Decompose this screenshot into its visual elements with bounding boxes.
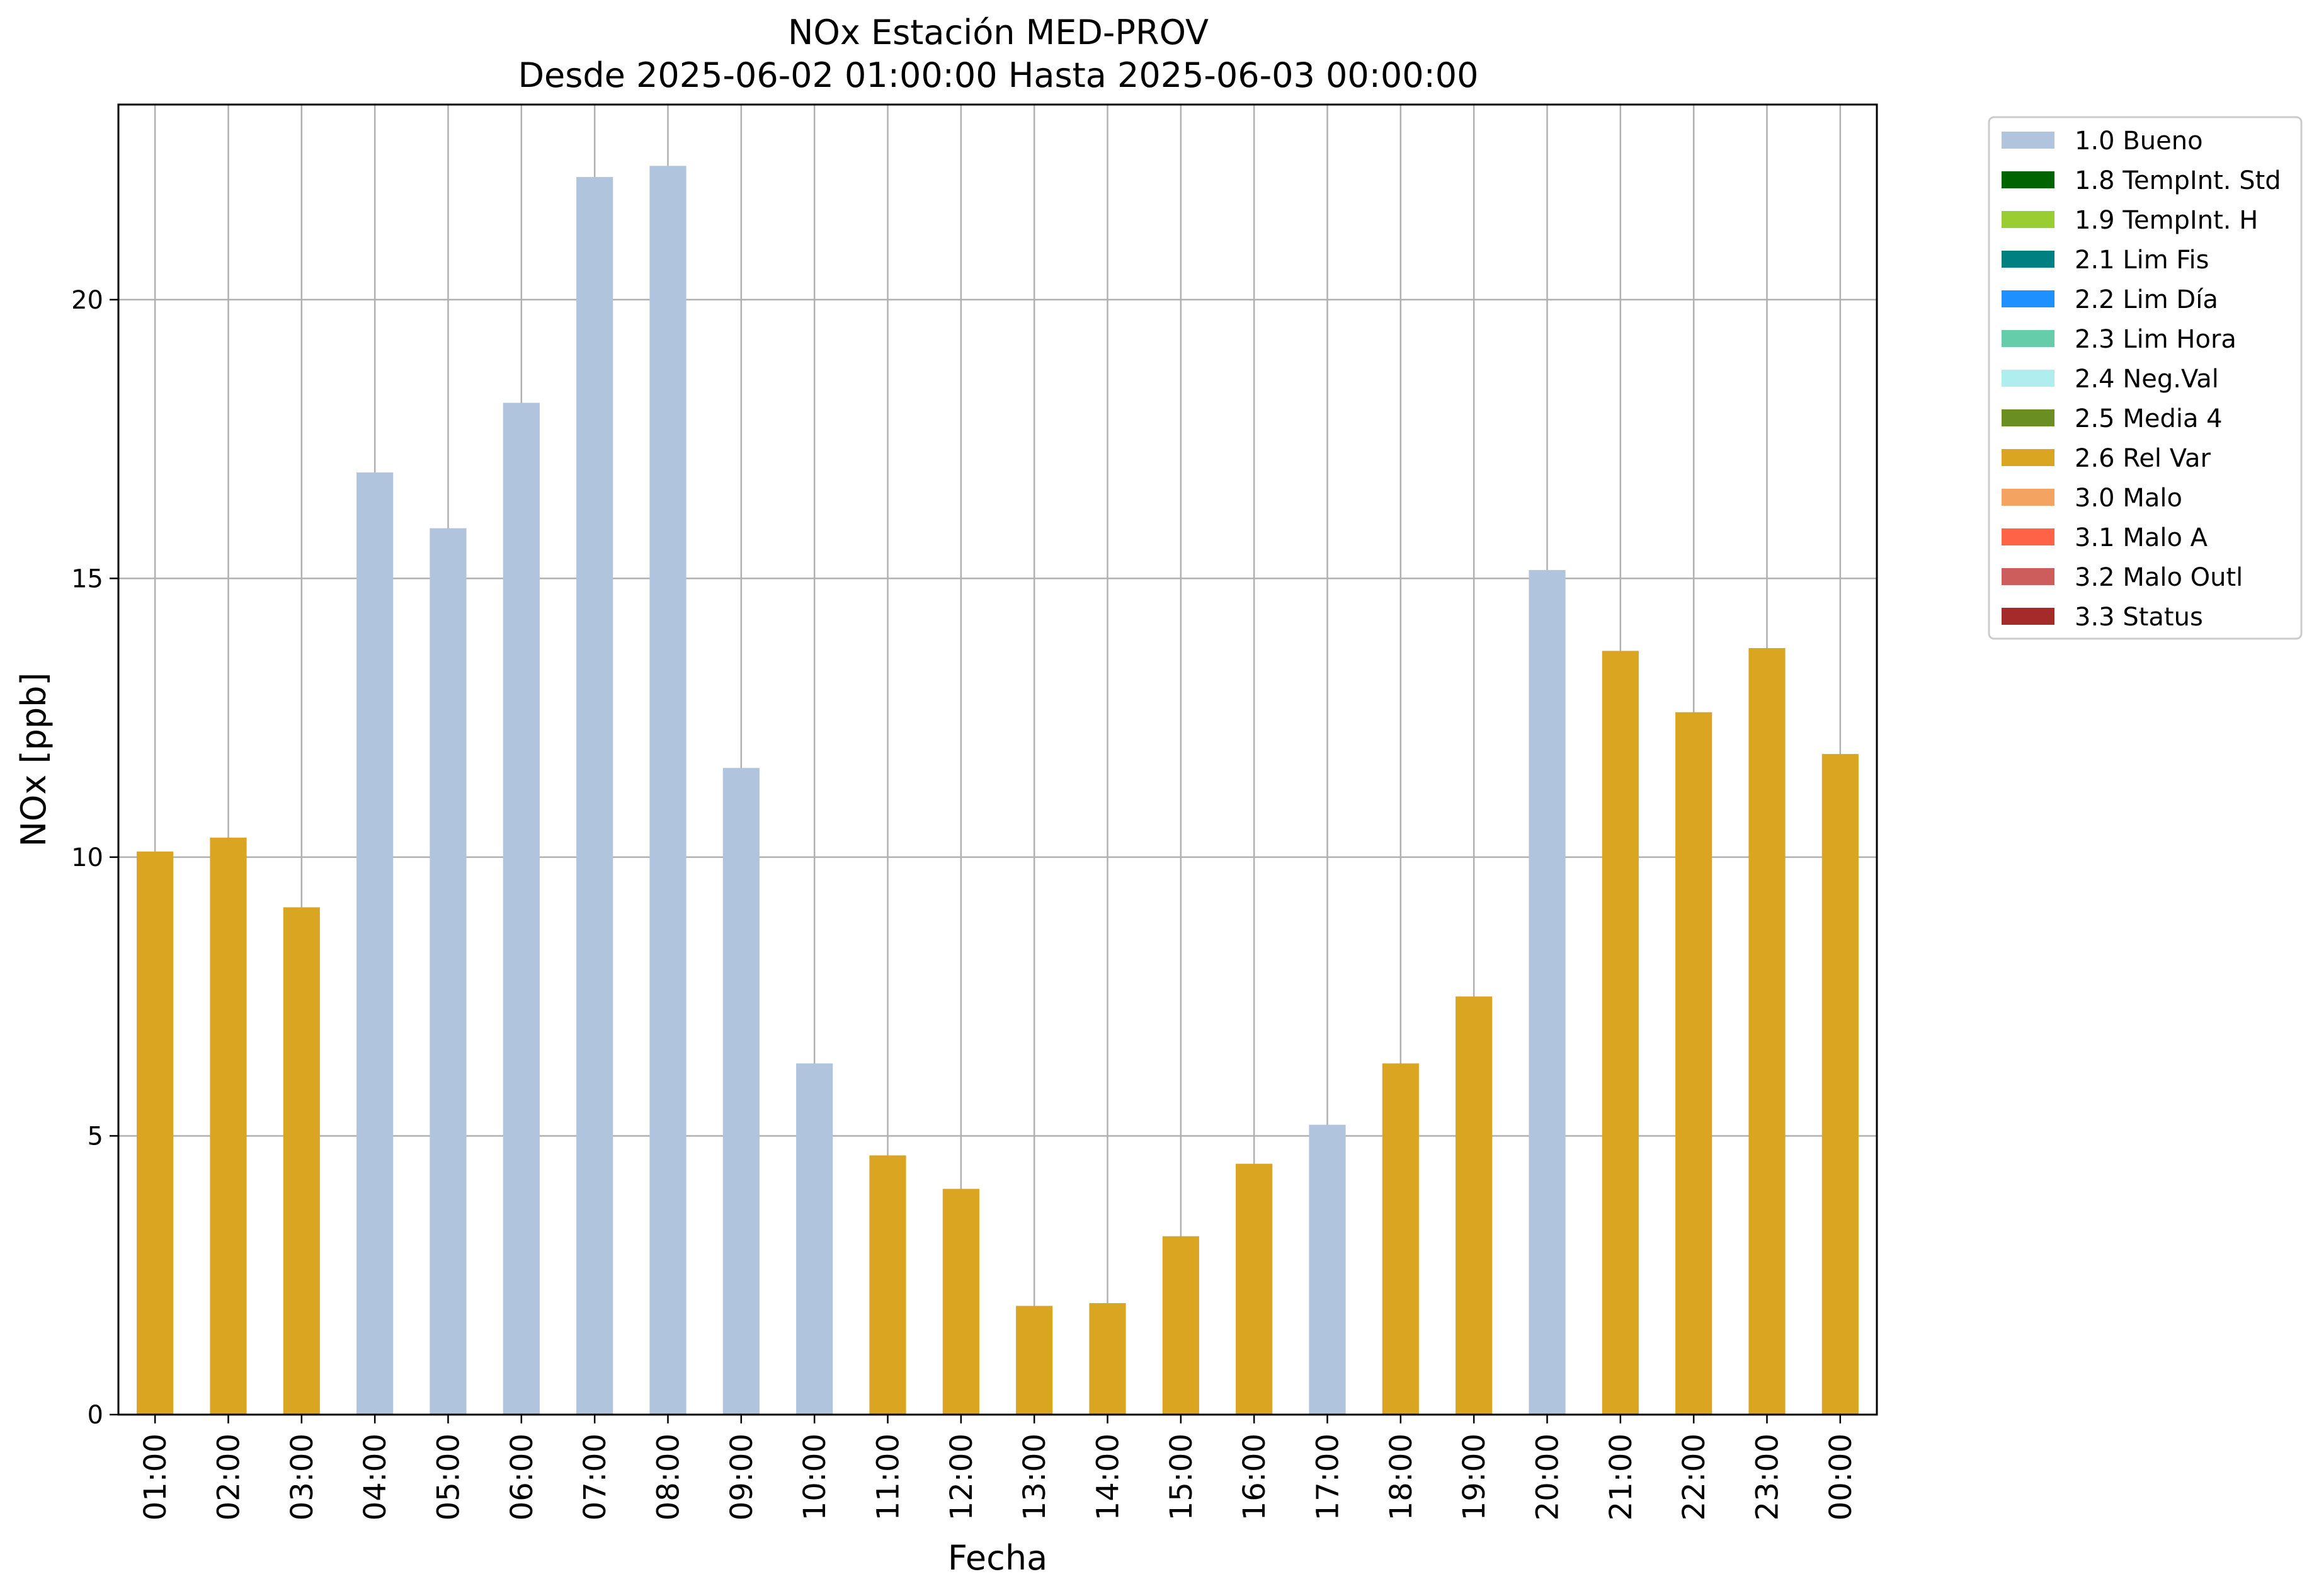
y-tick-label: 0 bbox=[88, 1401, 103, 1430]
legend-swatch bbox=[2002, 330, 2054, 347]
x-tick-label: 06:00 bbox=[504, 1434, 540, 1520]
chart-title: NOx Estación MED-PROV bbox=[788, 13, 1209, 52]
legend-swatch bbox=[2002, 370, 2054, 387]
legend-label: 2.4 Neg.Val bbox=[2075, 365, 2219, 394]
bar-1800 bbox=[1382, 1063, 1419, 1415]
x-tick-label: 05:00 bbox=[431, 1434, 467, 1520]
x-tick-label: 21:00 bbox=[1604, 1434, 1639, 1520]
bar-1000 bbox=[796, 1063, 833, 1415]
legend-label: 1.0 Bueno bbox=[2075, 127, 2203, 156]
bar-1600 bbox=[1236, 1163, 1273, 1415]
bar-1300 bbox=[1016, 1306, 1053, 1415]
legend: 1.0 Bueno 1.8 TempInt. Std 1.9 TempInt. H 2… bbox=[2002, 127, 2281, 632]
x-tick-label: 08:00 bbox=[651, 1434, 687, 1520]
legend-label: 1.8 TempInt. Std bbox=[2075, 166, 2281, 195]
chart-subtitle: Desde 2025-06-02 01:00:00 Hasta 2025-06-… bbox=[518, 55, 1478, 95]
x-tick-label: 12:00 bbox=[944, 1434, 979, 1520]
bar-2200 bbox=[1675, 712, 1712, 1415]
bar-1400 bbox=[1089, 1302, 1126, 1415]
legend-swatch bbox=[2002, 290, 2054, 307]
x-tick-label: 20:00 bbox=[1530, 1434, 1566, 1520]
legend-swatch bbox=[2002, 211, 2054, 228]
x-tick-label: 22:00 bbox=[1677, 1434, 1712, 1520]
legend-swatch bbox=[2002, 489, 2054, 506]
bar-0000 bbox=[1821, 754, 1859, 1415]
bar-1200 bbox=[942, 1188, 979, 1415]
x-tick-label: 18:00 bbox=[1384, 1434, 1419, 1520]
bar-1500 bbox=[1162, 1236, 1199, 1415]
legend-box bbox=[1988, 116, 2303, 640]
legend-swatch bbox=[2002, 251, 2054, 268]
bars bbox=[137, 166, 1859, 1415]
bar-1900 bbox=[1456, 996, 1493, 1415]
y-tick-label: 10 bbox=[71, 843, 103, 872]
bar-0500 bbox=[430, 528, 467, 1415]
x-tick-label: 11:00 bbox=[871, 1434, 906, 1520]
x-tick-label: 00:00 bbox=[1823, 1434, 1859, 1520]
y-axis-label: NOx [ppb] bbox=[14, 673, 54, 847]
legend-label: 3.1 Malo A bbox=[2075, 523, 2208, 552]
y-axis: 0 5 10 15 20 bbox=[71, 286, 118, 1430]
x-tick-label: 15:00 bbox=[1164, 1434, 1199, 1520]
legend-label: 2.6 Rel Var bbox=[2075, 444, 2211, 473]
legend-label: 1.9 TempInt. H bbox=[2075, 206, 2258, 235]
legend-swatch bbox=[2002, 449, 2054, 466]
x-tick-label: 09:00 bbox=[724, 1434, 760, 1520]
bar-2100 bbox=[1602, 651, 1639, 1415]
x-tick-label: 04:00 bbox=[358, 1434, 393, 1520]
legend-label: 3.0 Malo bbox=[2075, 484, 2182, 513]
bar-2000 bbox=[1529, 570, 1566, 1415]
legend-swatch bbox=[2002, 132, 2054, 149]
bar-0100 bbox=[137, 852, 174, 1415]
bar-1100 bbox=[869, 1155, 906, 1415]
legend-swatch bbox=[2002, 608, 2054, 625]
bar-2300 bbox=[1748, 647, 1786, 1415]
bar-0700 bbox=[576, 177, 613, 1415]
y-tick-label: 15 bbox=[71, 564, 103, 593]
bar-0800 bbox=[649, 166, 687, 1415]
legend-swatch bbox=[2002, 528, 2054, 545]
x-tick-label: 02:00 bbox=[212, 1434, 247, 1520]
x-tick-label: 14:00 bbox=[1091, 1434, 1126, 1520]
legend-label: 3.2 Malo Outl bbox=[2075, 563, 2243, 592]
legend-swatch bbox=[2002, 568, 2054, 585]
plot-frame bbox=[117, 103, 1878, 1416]
legend-label: 2.1 Lim Fis bbox=[2075, 246, 2209, 275]
x-tick-label: 13:00 bbox=[1017, 1434, 1052, 1520]
x-tick-label: 19:00 bbox=[1457, 1434, 1492, 1520]
bar-0900 bbox=[722, 768, 760, 1415]
legend-swatch bbox=[2002, 171, 2054, 188]
legend-label: 3.3 Status bbox=[2075, 603, 2203, 632]
bar-1700 bbox=[1309, 1124, 1346, 1415]
legend-label: 2.3 Lim Hora bbox=[2075, 325, 2236, 354]
x-axis: 01:00 02:00 03:00 04:00 05:00 06:00 07:00 08:00… bbox=[138, 1415, 1859, 1520]
x-tick-label: 10:00 bbox=[797, 1434, 833, 1520]
x-tick-label: 17:00 bbox=[1311, 1434, 1346, 1520]
bar-0200 bbox=[210, 837, 247, 1415]
x-tick-label: 07:00 bbox=[578, 1434, 613, 1520]
x-tick-label: 03:00 bbox=[285, 1434, 320, 1520]
x-tick-label: 01:00 bbox=[138, 1434, 173, 1520]
x-tick-label: 23:00 bbox=[1750, 1434, 1786, 1520]
x-axis-label: Fecha bbox=[948, 1538, 1047, 1578]
legend-label: 2.5 Media 4 bbox=[2075, 404, 2223, 433]
legend-swatch bbox=[2002, 409, 2054, 426]
bar-0300 bbox=[283, 907, 320, 1415]
legend-label: 2.2 Lim Día bbox=[2075, 285, 2218, 314]
x-tick-label: 16:00 bbox=[1237, 1434, 1272, 1520]
bar-0400 bbox=[356, 472, 394, 1415]
bar-0600 bbox=[503, 402, 540, 1415]
y-tick-label: 20 bbox=[71, 286, 103, 315]
y-tick-label: 5 bbox=[88, 1122, 103, 1151]
